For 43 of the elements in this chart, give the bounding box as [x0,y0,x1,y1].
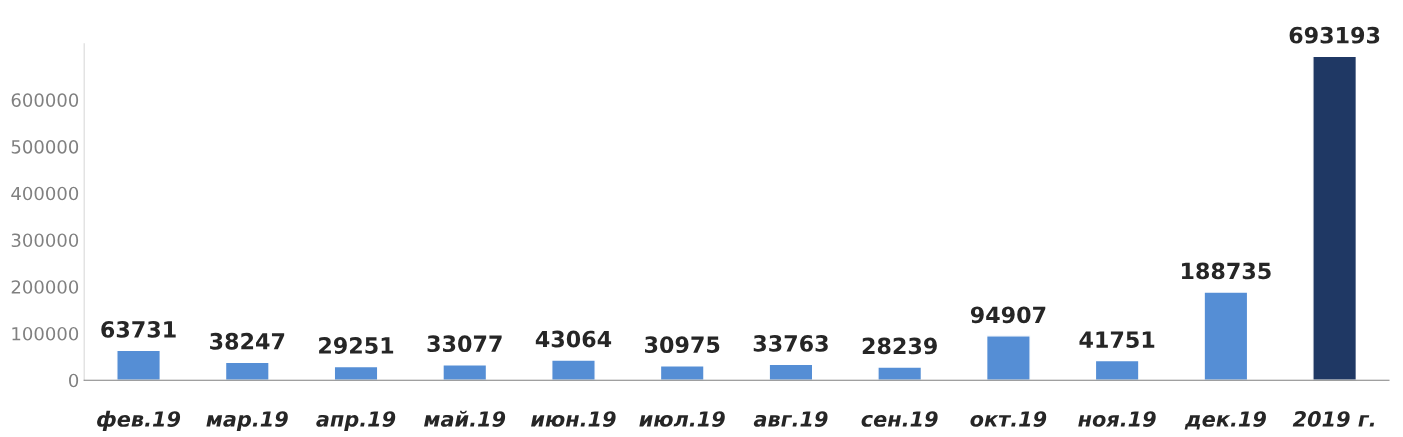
data-label: 30975 [645,336,720,354]
data-label: 188735 [1181,262,1271,280]
y-tick-label: 300000 [11,233,79,248]
x-tick-label: авг.19 [753,411,828,427]
data-label: 43064 [535,330,612,348]
bar [659,365,705,381]
bar [985,335,1031,381]
data-label: 63731 [101,320,176,338]
y-tick-label: 600000 [11,93,79,107]
data-label: 41751 [1079,331,1155,349]
bar [442,364,488,381]
y-tick-label: 500000 [11,139,79,154]
bar [116,349,161,381]
x-tick-label: окт.19 [970,411,1047,427]
y-tick-label: 400000 [11,186,79,201]
data-label: 28239 [862,337,937,355]
x-tick-label: ноя.19 [1078,411,1156,427]
bar [333,365,379,381]
data-label: 29251 [319,337,394,354]
x-tick-label: апр.19 [316,411,396,431]
x-tick-label: 2019 г. [1292,411,1375,427]
bar [877,366,923,381]
x-tick-label: фев.19 [97,410,181,431]
data-label: 33077 [427,335,502,353]
x-tick-label: дек.19 [1184,411,1266,430]
data-label: 94907 [970,306,1046,324]
bar [551,359,596,381]
x-tick-label: май.19 [424,410,506,427]
bar [1312,55,1358,381]
bar [1094,359,1140,381]
x-tick-label: мар.19 [206,411,288,431]
bar [1203,291,1249,381]
bar [768,363,814,381]
x-tick-label: июн.19 [531,411,616,427]
y-tick-label: 200000 [11,280,79,294]
bar [224,361,270,381]
x-tick-label: июл.19 [639,411,725,427]
x-tick-label: сен.19 [861,411,938,427]
y-tick-label: 100000 [12,326,79,341]
data-label: 38247 [210,332,285,350]
y-tick-label: 0 [69,373,79,388]
data-label: 693193 [1289,26,1380,44]
data-label: 33763 [753,334,828,352]
